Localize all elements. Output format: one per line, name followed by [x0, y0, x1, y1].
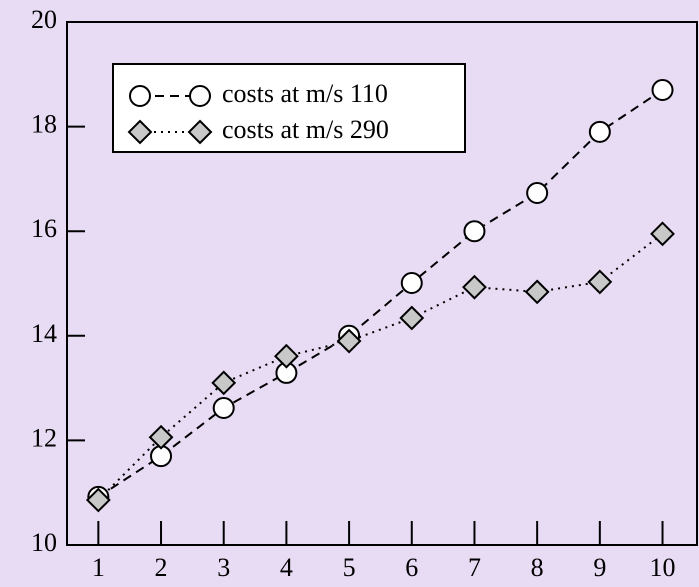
x-tick-label: 1 — [92, 553, 105, 582]
y-tick-label: 10 — [31, 528, 57, 557]
legend-label: costs at m/s 110 — [222, 79, 388, 108]
x-tick-label: 9 — [593, 553, 606, 582]
x-tick-label: 8 — [531, 553, 544, 582]
x-tick-label: 6 — [405, 553, 418, 582]
marker — [214, 398, 234, 418]
x-tick-label: 5 — [343, 553, 356, 582]
marker — [402, 273, 422, 293]
page: 10121416182012345678910costs at m/s 110c… — [0, 0, 699, 587]
y-tick-label: 14 — [31, 319, 57, 348]
y-tick-label: 20 — [31, 5, 57, 34]
x-tick-label: 4 — [280, 553, 293, 582]
legend-label: costs at m/s 290 — [222, 115, 389, 144]
y-tick-label: 12 — [31, 423, 57, 452]
x-tick-label: 7 — [468, 553, 481, 582]
chart: 10121416182012345678910costs at m/s 110c… — [0, 0, 699, 587]
marker — [190, 86, 210, 106]
y-tick-label: 16 — [31, 214, 57, 243]
marker — [653, 80, 673, 100]
x-tick-label: 10 — [650, 553, 676, 582]
marker — [464, 221, 484, 241]
marker — [590, 122, 610, 142]
marker — [527, 183, 547, 203]
x-tick-label: 3 — [217, 553, 230, 582]
y-tick-label: 18 — [31, 110, 57, 139]
x-tick-label: 2 — [155, 553, 168, 582]
marker — [130, 86, 150, 106]
